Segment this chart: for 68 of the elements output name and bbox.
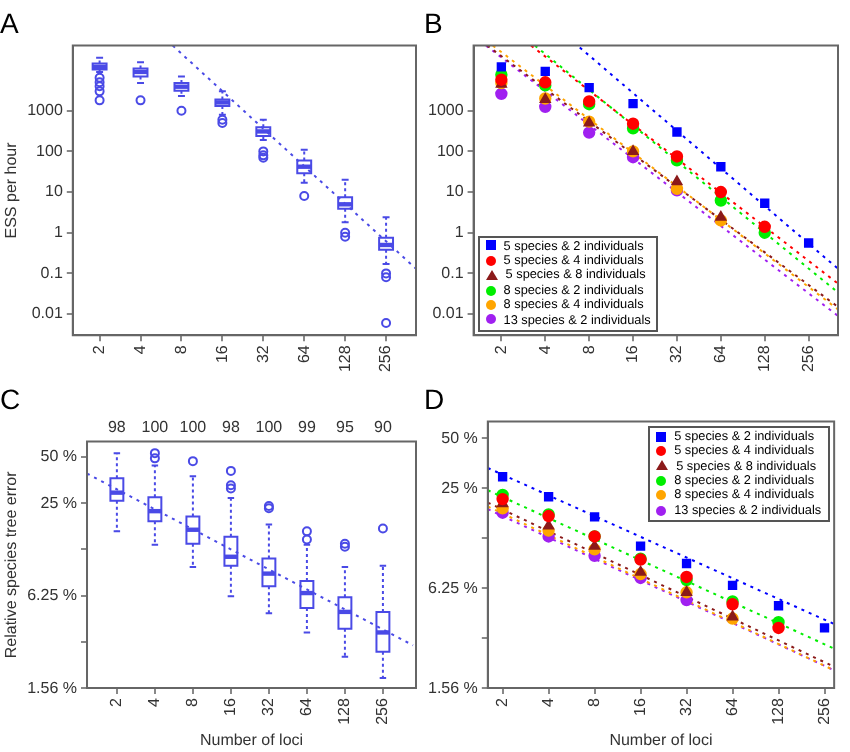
y-axis-title: ESS per hour: [2, 141, 21, 239]
y-tick-label: 1000: [27, 101, 64, 120]
y-tick-label: 25 %: [441, 478, 478, 497]
x-tick-label: 16: [212, 344, 231, 364]
y-tick-label: 0.01: [31, 304, 64, 323]
x-tick-label: 128: [335, 697, 354, 725]
x-tick-label: 256: [373, 697, 392, 725]
x-tick-label: 16: [623, 344, 642, 364]
y-tick-label: 0.1: [441, 263, 465, 282]
text: 100: [179, 418, 208, 437]
x-tick-label: 8: [585, 697, 603, 708]
y-tick-label: 50 %: [40, 447, 78, 466]
text: 100: [141, 418, 170, 437]
x-tick-label: 64: [294, 344, 313, 364]
x-tick-label: 256: [814, 697, 833, 725]
y-tick-label: 10: [445, 182, 465, 201]
y-tick-label: 1: [53, 223, 64, 242]
y-tick-label: 6.25 %: [27, 586, 78, 605]
x-tick-label: 4: [539, 697, 558, 708]
x-tick-label: 16: [630, 697, 649, 716]
x-tick-label: 32: [676, 697, 695, 716]
x-axis-title: Number of loci: [199, 730, 304, 749]
x-tick-label: 8: [183, 697, 202, 708]
chart-title: B: [424, 6, 443, 39]
text: 98: [221, 418, 241, 437]
x-tick-label: 2: [491, 344, 510, 355]
x-tick-label: 32: [667, 344, 686, 364]
x-tick-label: 256: [376, 344, 395, 373]
text: 99: [298, 418, 317, 437]
y-axis-title: Relative species tree error: [2, 470, 21, 659]
y-tick-label: 0.01: [432, 304, 465, 323]
x-tick-label: 64: [722, 697, 741, 716]
x-tick-label: 8: [171, 344, 190, 355]
y-tick-label: 1000: [428, 101, 465, 120]
y-tick-label: 10: [44, 182, 64, 201]
chart-title: C: [0, 382, 21, 415]
text: 100: [255, 418, 284, 437]
x-tick-label: 4: [130, 344, 149, 355]
x-tick-label: 256: [799, 344, 818, 373]
chart-title: D: [424, 382, 445, 415]
chart-title: A: [0, 6, 20, 39]
x-tick-label: 2: [493, 697, 512, 708]
text: 90: [374, 418, 393, 437]
y-tick-label: 1: [454, 223, 465, 242]
y-tick-label: 0.1: [40, 263, 64, 282]
y-tick-label: 1.56 %: [428, 678, 478, 697]
y-tick-label: 25 %: [40, 493, 78, 512]
x-tick-label: 16: [221, 697, 240, 716]
y-tick-label: 50 %: [441, 428, 478, 447]
y-tick-label: 6.25 %: [428, 578, 478, 597]
x-tick-label: 128: [768, 697, 787, 725]
y-tick-label: 1.56 %: [27, 678, 78, 697]
x-tick-label: 64: [711, 344, 730, 364]
x-tick-label: 64: [297, 697, 316, 716]
x-tick-label: 2: [90, 344, 109, 355]
x-tick-label: 4: [145, 697, 164, 708]
x-tick-label: 32: [259, 697, 278, 716]
x-tick-label: 4: [535, 344, 554, 355]
y-tick-label: 100: [36, 141, 64, 160]
x-tick-label: 128: [335, 344, 354, 373]
x-tick-label: 8: [579, 344, 598, 355]
text: 95: [336, 418, 355, 437]
y-tick-label: 100: [436, 141, 465, 160]
x-tick-label: 2: [107, 697, 126, 708]
x-tick-label: 128: [755, 344, 774, 373]
text: 98: [107, 418, 127, 437]
x-tick-label: 32: [253, 344, 272, 364]
x-axis-title: Number of loci: [609, 730, 713, 749]
